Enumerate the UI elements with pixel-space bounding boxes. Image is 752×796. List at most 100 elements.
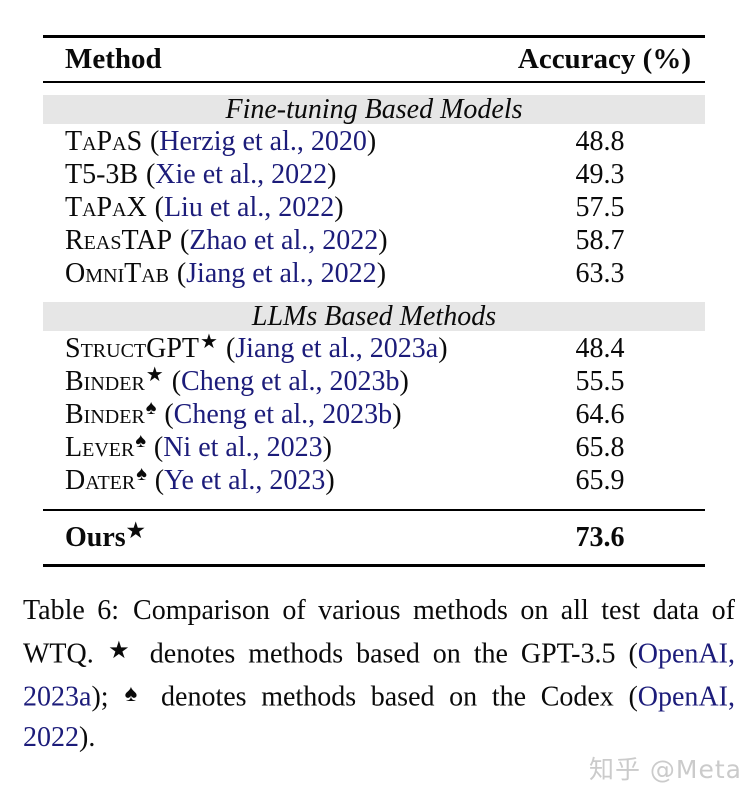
openai-2023a-link[interactable]: OpenAI, 2023a [23, 638, 735, 713]
results-table: Method Accuracy (%) Fine-tuning Based Mo… [43, 35, 705, 567]
method-name: OmniTab [65, 258, 169, 289]
close-paren: ) [325, 465, 335, 496]
section-title: LLMs Based Methods [251, 301, 497, 332]
citation-link[interactable]: Zhao et al., 2022 [189, 225, 379, 256]
caption-label: Table 6: [23, 595, 120, 626]
close-paren: ) [438, 333, 448, 364]
accuracy-value: 64.6 [575, 399, 625, 430]
method-cell: Lever♠ (Ni et al., 2023) [43, 431, 495, 464]
caption-text: denotes methods based on the Codex ( [146, 681, 638, 713]
citation-link[interactable]: Xie et al., 2022 [155, 159, 328, 190]
open-paren: ( [225, 333, 236, 364]
close-paren: ) [392, 399, 402, 430]
table-bottom-rule [43, 564, 705, 567]
close-paren: ) [322, 432, 332, 463]
citation: (Zhao et al., 2022) [180, 225, 388, 256]
star-marker-icon: ★ [200, 330, 219, 353]
accuracy-value: 48.4 [575, 333, 625, 364]
accuracy-value: 48.8 [575, 126, 625, 157]
openai-2022-link[interactable]: OpenAI, 2022 [23, 681, 735, 753]
method-cell: Dater♠ (Ye et al., 2023) [43, 464, 495, 497]
caption-text: denotes methods based on the GPT-3.5 ( [136, 638, 638, 670]
open-paren: ( [153, 432, 164, 463]
open-paren: ( [176, 258, 187, 289]
section-header: Fine-tuning Based Models [43, 95, 705, 124]
section-title: Fine-tuning Based Models [225, 94, 523, 125]
accuracy-value: 73.6 [575, 522, 625, 553]
accuracy-value: 58.7 [575, 225, 625, 256]
open-paren: ( [154, 192, 164, 223]
table-row: ReasTAP (Zhao et al., 2022) 58.7 [43, 224, 705, 257]
method-name: TaPaS [65, 126, 143, 157]
spade-icon: ♠ [124, 681, 145, 708]
method-name: T5-3B [65, 159, 139, 190]
star-marker-icon: ★ [126, 519, 145, 542]
method-cell: ReasTAP (Zhao et al., 2022) [43, 224, 495, 257]
citation-link[interactable]: Liu et al., 2022 [163, 192, 335, 223]
accuracy-column-header: Accuracy (%) [517, 43, 691, 75]
open-paren: ( [164, 399, 174, 430]
accuracy-value: 65.9 [575, 465, 625, 496]
table-row: T5-3B (Xie et al., 2022) 49.3 [43, 158, 705, 191]
citation-link[interactable]: Ni et al., 2023 [163, 432, 323, 463]
table-row: Binder♠ (Cheng et al., 2023b) 64.6 [43, 398, 705, 431]
ours-label: Ours [65, 522, 126, 553]
table-top-rule [43, 35, 705, 38]
open-paren: ( [149, 126, 160, 157]
citation: (Herzig et al., 2020) [150, 126, 376, 157]
method-name: Lever [65, 432, 135, 463]
accuracy-value: 49.3 [575, 159, 625, 190]
star-icon: ★ [108, 638, 136, 664]
close-paren: ) [378, 225, 388, 256]
spade-marker-icon: ♠ [135, 429, 147, 452]
caption-text: Comparison of various methods on all tes… [23, 595, 735, 670]
citation: (Jiang et al., 2022) [177, 258, 386, 289]
open-paren: ( [145, 159, 156, 190]
accuracy-value: 57.5 [575, 192, 625, 223]
close-paren: ) [399, 366, 409, 397]
method-name: Binder [65, 399, 145, 430]
close-paren: ) [327, 159, 337, 190]
citation-link[interactable]: Herzig et al., 2020 [159, 126, 367, 157]
table-caption: Table 6: Comparison of various methods on… [23, 591, 735, 758]
citation-link[interactable]: Jiang et al., 2023a [235, 333, 439, 364]
method-column-header: Method [65, 43, 162, 75]
open-paren: ( [171, 366, 182, 397]
citation-link[interactable]: Cheng et al., 2023b [173, 399, 393, 430]
open-paren: ( [154, 465, 165, 496]
close-paren: ) [376, 258, 387, 289]
header-rule [43, 81, 705, 83]
spade-marker-icon: ♠ [145, 396, 157, 419]
pre-footer-rule [43, 509, 705, 511]
method-cell: TaPaS (Herzig et al., 2020) [43, 125, 495, 158]
open-paren: ( [179, 225, 190, 256]
star-marker-icon: ★ [145, 363, 164, 386]
section-header: LLMs Based Methods [43, 302, 705, 331]
accuracy-value: 65.8 [575, 432, 625, 463]
citation: (Cheng et al., 2023b) [172, 366, 409, 397]
citation-link[interactable]: Cheng et al., 2023b [181, 366, 400, 397]
table-row: TaPaS (Herzig et al., 2020) 48.8 [43, 125, 705, 158]
method-cell: Binder♠ (Cheng et al., 2023b) [43, 398, 495, 431]
method-name: StructGPT [65, 333, 200, 364]
method-cell: Ours★ [43, 521, 495, 554]
table-row: StructGPT★ (Jiang et al., 2023a) 48.4 [43, 332, 705, 365]
ours-row: Ours★ 73.6 [43, 511, 705, 564]
method-name: TaPaX [65, 192, 147, 223]
accuracy-value: 55.5 [575, 366, 625, 397]
method-name: Dater [65, 465, 136, 496]
method-name: Binder [65, 366, 145, 397]
citation-link[interactable]: Jiang et al., 2022 [186, 258, 377, 289]
close-paren: ) [334, 192, 344, 223]
citation-link[interactable]: Ye et al., 2023 [164, 465, 326, 496]
table-row: Dater♠ (Ye et al., 2023) 65.9 [43, 464, 705, 497]
method-cell: Binder★ (Cheng et al., 2023b) [43, 365, 495, 398]
spade-marker-icon: ♠ [136, 462, 147, 485]
citation: (Jiang et al., 2023a) [226, 333, 448, 364]
close-paren: ) [366, 126, 377, 157]
method-name: ReasTAP [65, 225, 173, 256]
table-row: OmniTab (Jiang et al., 2022) 63.3 [43, 257, 705, 290]
caption-text: ); [91, 681, 124, 713]
citation: (Liu et al., 2022) [155, 192, 344, 223]
citation: (Ni et al., 2023) [154, 432, 332, 463]
